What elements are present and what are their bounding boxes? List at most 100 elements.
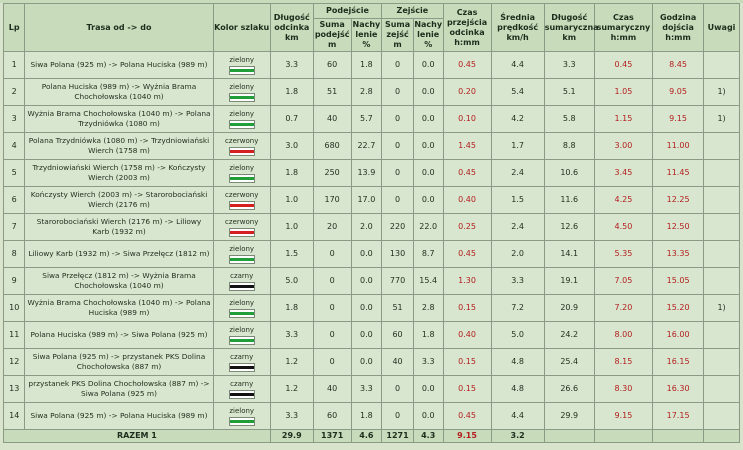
table-row: 9 Siwa Przełęcz (1812 m) -> Wyżnia Brama …	[4, 268, 739, 294]
cell-predkosc: 5.4	[491, 79, 544, 105]
trail-marker-icon	[228, 336, 255, 345]
cell-czas: 1.45	[443, 133, 491, 159]
cell-czas-sum: 0.45	[594, 52, 653, 78]
cell-czas: 0.45	[443, 241, 491, 267]
header-lp: Lp	[4, 4, 25, 51]
route-table: Lp Trasa od -> do Kolor szlaku Długość o…	[3, 3, 740, 443]
cell-lp: 6	[4, 187, 25, 213]
top-strip	[0, 0, 743, 3]
cell-nachylenie-zej: 1.8	[413, 322, 443, 348]
cell-dlugosc: 5.0	[270, 268, 313, 294]
trail-color-label: zielony	[229, 245, 255, 253]
table-row: 2 Polana Huciska (989 m) -> Wyżnia Brama …	[4, 79, 739, 105]
cell-predkosc: 4.4	[491, 52, 544, 78]
cell-godzina: 8.45	[653, 52, 704, 78]
total-zejscie: 1271	[382, 430, 413, 442]
cell-dlugosc: 1.0	[270, 214, 313, 240]
trail-marker-icon	[228, 390, 255, 399]
cell-trasa: Siwa Polana (925 m) -> Polana Huciska (9…	[25, 403, 213, 429]
table-row: 3 Wyżnia Brama Chochołowska (1040 m) -> P…	[4, 106, 739, 132]
trail-color-label: czarny	[230, 380, 254, 388]
cell-kolor: czerwony	[213, 214, 270, 240]
cell-predkosc: 5.0	[491, 322, 544, 348]
cell-dlugosc: 1.8	[270, 160, 313, 186]
cell-zejscie: 0	[382, 160, 413, 186]
cell-lp: 13	[4, 376, 25, 402]
cell-nachylenie-pod: 0.0	[351, 295, 382, 321]
cell-nachylenie-zej: 8.7	[413, 241, 443, 267]
total-empty-2	[594, 430, 653, 442]
table-row: 5 Trzydniowiański Wierch (1758 m) -> Końc…	[4, 160, 739, 186]
cell-kolor: zielony	[213, 106, 270, 132]
cell-czas-sum: 3.45	[594, 160, 653, 186]
trail-marker-icon	[228, 282, 255, 291]
cell-trasa: Siwa Przełęcz (1812 m) -> Wyżnia Brama C…	[25, 268, 213, 294]
cell-lp: 14	[4, 403, 25, 429]
trail-color-label: czerwony	[225, 191, 259, 199]
cell-uwagi	[704, 268, 739, 294]
trail-color-label: zielony	[229, 83, 255, 91]
cell-podejscie: 250	[313, 160, 351, 186]
cell-godzina: 11.00	[653, 133, 704, 159]
cell-kolor: zielony	[213, 52, 270, 78]
cell-trasa: Starorobociański Wierch (2176 m) -> Lili…	[25, 214, 213, 240]
cell-nachylenie-zej: 0.0	[413, 160, 443, 186]
cell-podejscie: 680	[313, 133, 351, 159]
cell-uwagi	[704, 187, 739, 213]
cell-zejscie: 130	[382, 241, 413, 267]
total-empty-4	[704, 430, 739, 442]
cell-nachylenie-zej: 0.0	[413, 106, 443, 132]
cell-trasa: Polana Huciska (989 m) -> Wyżnia Brama C…	[25, 79, 213, 105]
cell-zejscie: 60	[382, 322, 413, 348]
cell-lp: 1	[4, 52, 25, 78]
cell-nachylenie-zej: 0.0	[413, 79, 443, 105]
cell-predkosc: 1.5	[491, 187, 544, 213]
cell-dlugosc-sum: 5.8	[544, 106, 594, 132]
cell-nachylenie-zej: 0.0	[413, 403, 443, 429]
cell-nachylenie-zej: 3.3	[413, 349, 443, 375]
cell-zejscie: 40	[382, 349, 413, 375]
cell-nachylenie-zej: 22.0	[413, 214, 443, 240]
cell-nachylenie-pod: 0.0	[351, 349, 382, 375]
cell-dlugosc: 3.3	[270, 322, 313, 348]
cell-czas: 0.45	[443, 403, 491, 429]
cell-czas: 0.45	[443, 52, 491, 78]
trail-marker-icon	[228, 120, 255, 129]
table-row: 11 Polana Huciska (989 m) -> Siwa Polana …	[4, 322, 739, 348]
total-nachylenie-zej: 4.3	[413, 430, 443, 442]
cell-czas: 0.10	[443, 106, 491, 132]
cell-trasa: przystanek PKS Dolina Chochołowska (887 …	[25, 376, 213, 402]
cell-czas: 0.40	[443, 187, 491, 213]
header-predkosc: Średnia prędkość km/h	[491, 4, 544, 51]
cell-podejscie: 40	[313, 376, 351, 402]
cell-zejscie: 0	[382, 133, 413, 159]
header-czas: Czas przejścia odcinka h:mm	[443, 4, 491, 51]
total-empty-1	[544, 430, 594, 442]
trail-color-label: czarny	[230, 353, 254, 361]
total-label: RAZEM 1	[4, 430, 270, 442]
header-czas-sum: Czas sumaryczny h:mm	[594, 4, 653, 51]
cell-godzina: 13.35	[653, 241, 704, 267]
cell-nachylenie-pod: 0.0	[351, 241, 382, 267]
cell-lp: 10	[4, 295, 25, 321]
cell-czas: 0.40	[443, 322, 491, 348]
header-godzina: Godzina dojścia h:mm	[653, 4, 704, 51]
cell-dlugosc: 1.2	[270, 349, 313, 375]
cell-czas-sum: 3.00	[594, 133, 653, 159]
cell-kolor: zielony	[213, 160, 270, 186]
cell-trasa: Kończysty Wierch (2003 m) -> Staroroboci…	[25, 187, 213, 213]
cell-dlugosc-sum: 29.9	[544, 403, 594, 429]
cell-nachylenie-zej: 0.0	[413, 187, 443, 213]
cell-uwagi	[704, 403, 739, 429]
cell-czas: 0.15	[443, 295, 491, 321]
cell-trasa: Wyżnia Brama Chochołowska (1040 m) -> Po…	[25, 106, 213, 132]
cell-lp: 9	[4, 268, 25, 294]
header-nachylenie-pod: Nachy lenie %	[351, 19, 382, 51]
cell-kolor: zielony	[213, 322, 270, 348]
trail-marker-icon	[228, 66, 255, 75]
cell-podejscie: 0	[313, 241, 351, 267]
cell-czas: 0.45	[443, 160, 491, 186]
cell-czas-sum: 1.05	[594, 79, 653, 105]
cell-dlugosc-sum: 19.1	[544, 268, 594, 294]
cell-czas-sum: 5.35	[594, 241, 653, 267]
